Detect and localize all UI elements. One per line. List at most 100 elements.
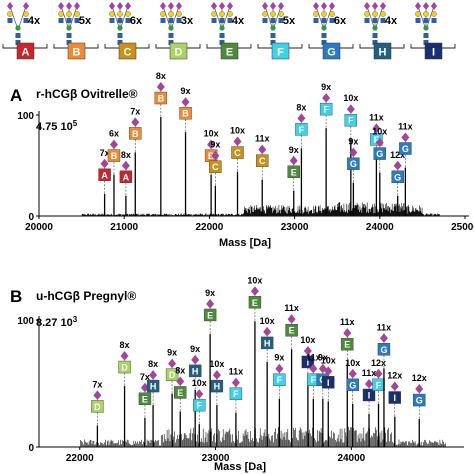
- peak-sialic-icon: [100, 158, 109, 169]
- peak-glycan-letter: E: [142, 394, 148, 404]
- legend-letter: H: [379, 47, 387, 59]
- peak: E 9x: [287, 145, 300, 216]
- sialic-acid-icon: [380, 2, 386, 10]
- sialic-acid-icon: [313, 2, 319, 10]
- peak-label: 10x: [300, 335, 315, 345]
- sialic-acid-icon: [329, 2, 335, 10]
- peak-sialic-icon: [365, 378, 374, 389]
- legend-count: 5x: [283, 15, 296, 27]
- peak-sialic-icon: [343, 328, 352, 338]
- galactose-icon: [372, 11, 378, 17]
- peak-glycan-letter: I: [368, 390, 371, 400]
- peak-label: 9x: [210, 140, 220, 150]
- peak-sialic-icon: [131, 117, 140, 127]
- glcnac-icon: [58, 18, 64, 23]
- peak-glycan-letter: B: [111, 151, 118, 161]
- sialic-acid-icon: [74, 2, 80, 10]
- peak: G 11x: [398, 122, 413, 216]
- spectrum-noise: [80, 426, 446, 447]
- peak-label: 9x: [205, 288, 215, 298]
- galactose-icon: [160, 11, 166, 17]
- peak-glycan-letter: F: [374, 135, 380, 145]
- peak-sialic-icon: [93, 390, 102, 400]
- peak: H 8x: [146, 359, 160, 447]
- peak-label: 7x: [100, 148, 110, 158]
- peak: G9x: [316, 353, 330, 447]
- panel-b-spectrum: [80, 426, 446, 447]
- x-tick-label: 22000: [66, 453, 94, 464]
- peak: I 12x: [387, 371, 402, 447]
- peak: F 9x: [319, 82, 333, 216]
- peak: G 10x: [345, 358, 360, 447]
- peak-label: 7x: [140, 372, 150, 382]
- peak: F 8x: [295, 102, 308, 216]
- peak-label: 11x: [398, 122, 413, 132]
- peak-glycan-letter: H: [264, 338, 271, 348]
- sialic-acid-icon: [160, 2, 166, 10]
- peak: F 9x: [273, 353, 286, 447]
- glcnac-icon: [66, 18, 72, 23]
- glcnac-icon: [176, 18, 182, 23]
- x-tick-label: 24000: [337, 453, 365, 464]
- sialic-acid-icon: [66, 2, 72, 10]
- glcnac-icon: [7, 18, 13, 23]
- legend-count: 6x: [130, 15, 143, 27]
- panel-a-xlabel: Mass [Da]: [219, 237, 271, 249]
- galactose-icon: [262, 11, 268, 17]
- peak-label: 11x: [306, 353, 321, 363]
- peak-label: 10x: [343, 93, 358, 103]
- peak-glycan-letter: H: [150, 382, 157, 392]
- peak-label: 7x: [92, 379, 102, 389]
- peak-label: 9x: [318, 353, 328, 363]
- galactose-icon: [109, 11, 115, 17]
- sialic-acid-icon: [270, 2, 276, 10]
- peak: I 10x: [300, 335, 315, 447]
- glcnac-icon: [313, 18, 319, 23]
- glcnac-icon: [321, 18, 327, 23]
- sialic-acid-icon: [58, 2, 64, 10]
- sialic-acid-icon: [372, 2, 378, 10]
- galactose-icon: [321, 11, 327, 17]
- peak-glycan-letter: B: [132, 129, 139, 139]
- sialic-acid-icon: [168, 2, 174, 10]
- peak-sialic-icon: [287, 314, 296, 324]
- peak-label: 12x: [387, 371, 402, 381]
- peak-glycan-letter: G: [350, 159, 357, 169]
- galactose-icon: [380, 11, 386, 17]
- glcnac-icon: [211, 18, 217, 23]
- peak-sialic-icon: [349, 147, 358, 158]
- peak-sialic-icon: [120, 351, 129, 361]
- glcnac-icon: [117, 33, 123, 38]
- peak: G 12x: [412, 373, 427, 447]
- peak-label: 9x: [190, 344, 200, 354]
- mannose-icon: [372, 25, 378, 31]
- legend-item-d: 3x D: [155, 2, 201, 60]
- peak-label: 6x: [109, 129, 119, 139]
- peak: E 8x: [174, 365, 187, 447]
- galactose-icon: [125, 11, 131, 17]
- sialic-acid-icon: [219, 2, 225, 10]
- peak-sialic-icon: [212, 370, 221, 380]
- peak-label: 10x: [321, 355, 336, 365]
- peak-sialic-icon: [109, 139, 118, 150]
- galactose-icon: [329, 11, 335, 17]
- peak-glycan-letter: G: [416, 396, 423, 406]
- galactose-icon: [313, 11, 319, 17]
- peak-glycan-letter: H: [192, 366, 199, 376]
- peak-sialic-icon: [415, 384, 424, 394]
- y-tick-label: 0: [28, 212, 34, 223]
- peak-glycan-letter: C: [234, 148, 241, 158]
- peak-sialic-icon: [297, 113, 306, 123]
- glcnac-icon: [262, 18, 268, 23]
- peak-label: 8x: [148, 359, 158, 369]
- peak-sialic-icon: [149, 370, 158, 380]
- galactose-icon: [270, 11, 276, 17]
- peak-sialic-icon: [303, 345, 312, 356]
- peak-sialic-icon: [176, 376, 185, 386]
- peak-label: 9x: [167, 348, 177, 358]
- peak-sialic-icon: [379, 333, 388, 343]
- peak-label: 9x: [181, 86, 191, 96]
- glcnac-icon: [364, 18, 370, 23]
- panel-a-letter: A: [10, 86, 22, 105]
